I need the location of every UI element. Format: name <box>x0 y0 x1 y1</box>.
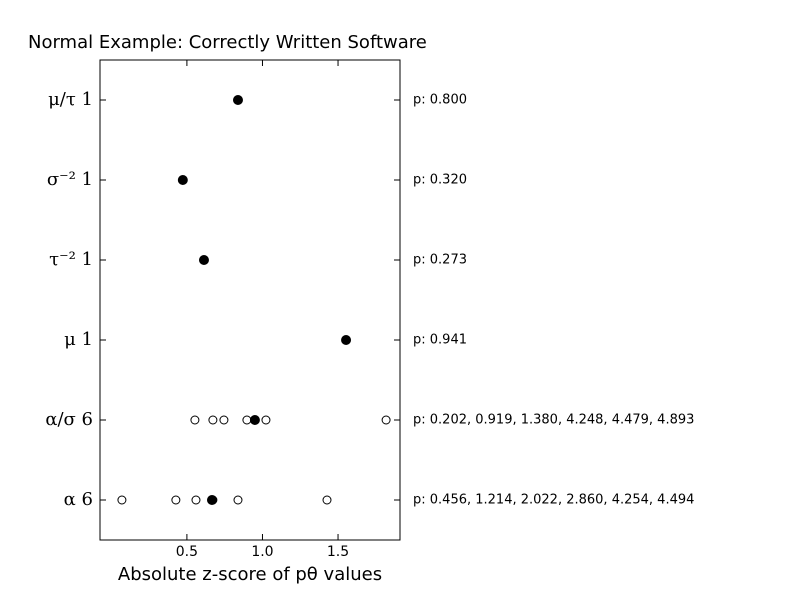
y-tick-label: α/σ 6 <box>45 409 93 430</box>
point <box>233 495 243 505</box>
mean-point <box>198 255 209 265</box>
point <box>381 415 391 425</box>
y-tick-label: μ 1 <box>64 329 93 350</box>
y-tick-label: μ/τ 1 <box>48 89 93 110</box>
x-tick-label: 1.0 <box>251 544 273 560</box>
annotation: p: 0.456, 1.214, 2.022, 2.860, 4.254, 4.… <box>413 493 694 508</box>
mean-point <box>341 335 352 345</box>
annotation: p: 0.202, 0.919, 1.380, 4.248, 4.479, 4.… <box>413 413 694 428</box>
plot-frame <box>99 59 401 541</box>
point <box>117 495 127 505</box>
mean-point <box>177 175 188 185</box>
annotation: p: 0.941 <box>413 333 467 348</box>
point <box>219 415 229 425</box>
point <box>242 415 252 425</box>
annotation: p: 0.320 <box>413 173 467 188</box>
x-tick-label: 0.5 <box>176 544 198 560</box>
x-axis-label: Absolute z-score of pθ values <box>118 564 382 585</box>
x-tick-label: 1.5 <box>327 544 349 560</box>
point <box>171 495 181 505</box>
point <box>191 495 201 505</box>
point <box>261 415 271 425</box>
y-tick-label: σ⁻² 1 <box>47 169 93 190</box>
annotation: p: 0.273 <box>413 253 467 268</box>
point <box>190 415 200 425</box>
mean-point <box>249 415 260 425</box>
y-tick-label: α 6 <box>64 489 93 510</box>
point <box>322 495 332 505</box>
y-tick-label: τ⁻² 1 <box>49 249 93 270</box>
mean-point <box>232 95 243 105</box>
mean-point <box>206 495 217 505</box>
point <box>208 415 218 425</box>
chart-title: Normal Example: Correctly Written Softwa… <box>28 32 427 53</box>
annotation: p: 0.800 <box>413 93 467 108</box>
